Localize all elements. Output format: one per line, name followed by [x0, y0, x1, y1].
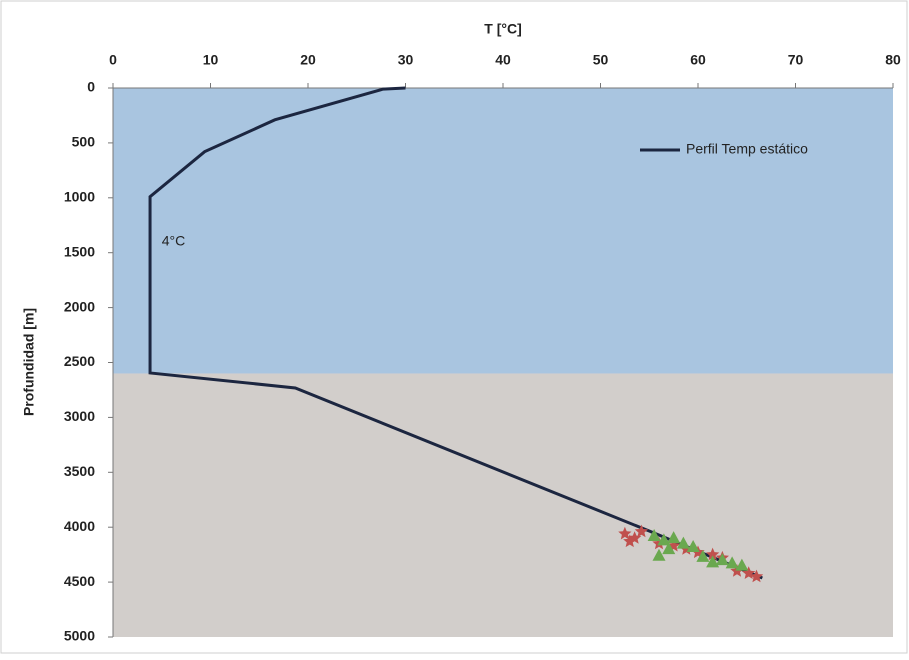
x-tick-label: 20	[300, 52, 316, 68]
x-tick-label: 30	[398, 52, 414, 68]
x-tick-label: 0	[109, 52, 117, 68]
y-tick-label: 4000	[64, 518, 95, 534]
y-tick-label: 3000	[64, 408, 95, 424]
y-tick-label: 1500	[64, 243, 95, 259]
y-tick-label: 0	[87, 79, 95, 95]
legend-label: Perfil Temp estático	[686, 141, 808, 157]
x-tick-label: 40	[495, 52, 511, 68]
y-tick-label: 500	[72, 134, 96, 150]
y-tick-label: 5000	[64, 628, 95, 644]
y-tick-label: 1000	[64, 189, 95, 205]
depth-region	[113, 88, 893, 373]
y-tick-label: 2000	[64, 298, 95, 314]
x-tick-label: 70	[788, 52, 804, 68]
y-tick-label: 3500	[64, 463, 95, 479]
chart: T [°C] Profundidad [m] 0 10 20 30 40 50 60 70 80…	[0, 0, 909, 655]
y-axis-title: Profundidad [m]	[21, 308, 37, 416]
plot-area	[113, 88, 893, 637]
y-tick-label: 4500	[64, 573, 95, 589]
annotation: 4°C	[162, 232, 186, 248]
x-tick-label: 50	[593, 52, 609, 68]
x-axis-title: T [°C]	[484, 21, 521, 37]
y-tick-label: 2500	[64, 353, 95, 369]
x-tick-label: 80	[885, 52, 901, 68]
x-tick-label: 10	[203, 52, 219, 68]
depth-region	[113, 373, 893, 637]
x-tick-label: 60	[690, 52, 706, 68]
